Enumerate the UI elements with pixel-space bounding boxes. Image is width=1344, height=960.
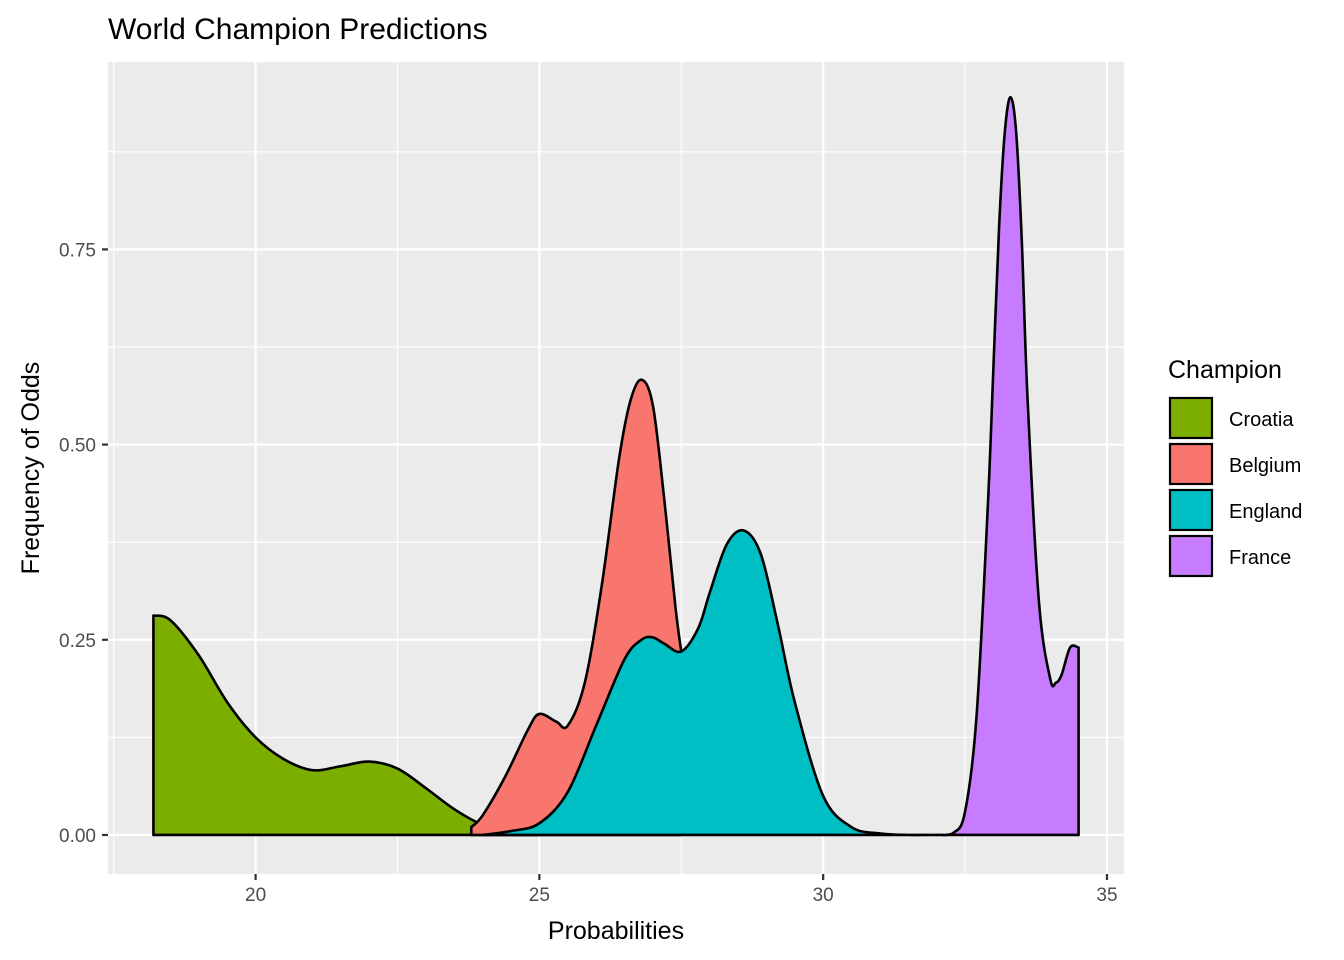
y-tick-label: 0.50 [59,436,96,457]
legend-label-belgium: Belgium [1229,455,1301,477]
x-tick-label: 25 [529,885,550,906]
legend-key-croatia [1168,396,1214,440]
density-areas [152,95,1080,837]
chart-title: World Champion Predictions [108,13,488,46]
y-axis: 0.00 0.25 0.50 0.75 [59,240,108,847]
density-area-france [935,95,1080,837]
y-tick-label: 0.25 [59,631,96,652]
density-area-england [481,528,938,837]
y-tick-label: 0.00 [59,826,96,847]
legend-key-belgium [1168,442,1214,486]
legend: Champion Croatia Belgium England France [1168,356,1302,578]
legend-label-england: England [1229,501,1302,523]
x-tick-label: 30 [813,885,834,906]
x-axis-title: Probabilities [548,917,684,945]
x-axis: 20 25 30 35 [245,874,1118,906]
legend-label-croatia: Croatia [1229,409,1294,431]
legend-key-france [1168,534,1214,578]
y-tick-label: 0.75 [59,240,96,261]
legend-title: Champion [1168,356,1282,384]
legend-key-england [1168,488,1214,532]
x-tick-label: 20 [245,885,266,906]
x-tick-label: 35 [1096,885,1117,906]
y-axis-title: Frequency of Odds [17,362,45,575]
legend-label-france: France [1229,547,1291,569]
